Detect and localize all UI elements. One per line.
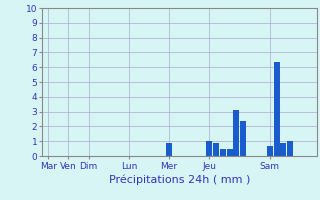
Bar <box>220 149 226 156</box>
Bar <box>287 141 293 156</box>
Bar <box>213 143 219 156</box>
Bar <box>267 146 273 156</box>
X-axis label: Précipitations 24h ( mm ): Précipitations 24h ( mm ) <box>108 175 250 185</box>
Bar <box>240 121 246 156</box>
Bar <box>227 149 233 156</box>
Bar <box>166 143 172 156</box>
Bar <box>233 110 239 156</box>
Bar <box>280 143 286 156</box>
Bar <box>206 141 212 156</box>
Bar <box>274 62 280 156</box>
